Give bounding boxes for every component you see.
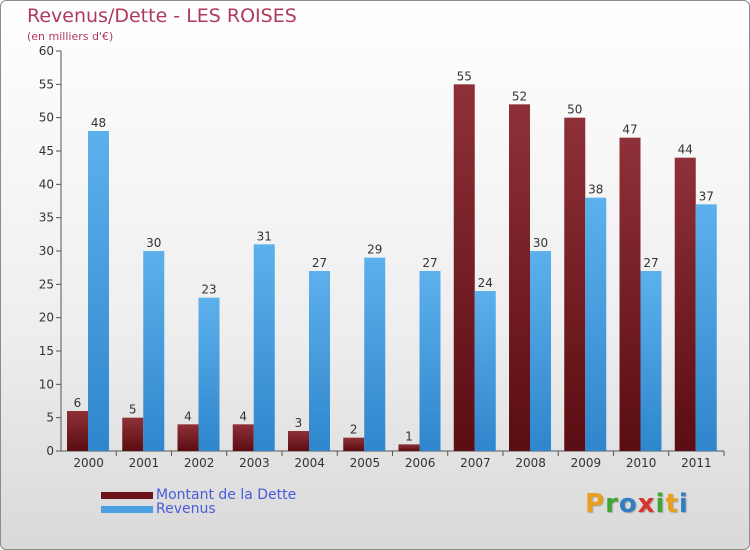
legend-swatch-revenus [101,505,153,513]
logo-letter: i [678,489,689,519]
bar-dette [619,137,641,451]
chart-data-labels: 6 48 5 30 4 23 4 31 3 27 2 29 1 27 55 24 52 30 50 38 47 27 44 3… [74,69,714,443]
x-tick-label: 2005 [350,456,381,470]
x-tick-label: 2008 [515,456,546,470]
legend-item-revenus: Revenus [101,501,216,517]
y-tick-label: 30 [39,244,54,258]
bar-revenus [309,271,330,451]
data-label: 38 [588,183,603,197]
bar-revenus [474,291,496,451]
logo-letter: i [655,489,666,519]
data-label: 2 [350,423,358,437]
y-tick-label: 20 [39,311,54,325]
bar-revenus [640,271,662,451]
data-label: 24 [478,276,493,290]
y-tick-label: 50 [39,111,54,125]
y-tick-label: 45 [39,144,54,158]
x-tick-label: 2001 [129,456,160,470]
bar-revenus [695,204,717,451]
data-label: 4 [184,409,192,423]
logo-letter: P [585,489,606,519]
proxiti-logo: Proxiti [585,489,689,519]
x-tick-label: 2004 [294,456,325,470]
bar-dette [177,424,199,451]
data-label: 3 [295,416,303,430]
bar-revenus [143,251,165,451]
data-label: 31 [257,229,272,243]
y-tick-label: 35 [39,211,54,225]
logo-letter: x [637,489,656,519]
data-label: 4 [239,409,247,423]
data-label: 47 [622,123,637,137]
chart-title: Revenus/Dette - LES ROISES [27,5,297,27]
y-tick-label: 0 [46,444,54,458]
bar-dette [564,117,586,452]
y-tick-label: 60 [39,44,54,58]
logo-letter: t [665,489,679,519]
data-label: 27 [312,256,327,270]
data-label: 37 [699,189,714,203]
bar-revenus [364,257,386,451]
data-label: 48 [91,116,106,130]
bar-dette [343,437,365,451]
bar-revenus [88,131,109,451]
y-tick-label: 5 [46,411,54,425]
bar-dette [453,84,475,451]
x-tick-label: 2010 [626,456,657,470]
bar-dette [232,424,254,451]
data-label: 27 [643,256,658,270]
data-label: 30 [146,236,161,250]
data-label: 52 [512,89,527,103]
x-tick-label: 2002 [184,456,215,470]
y-tick-label: 55 [39,77,54,91]
x-tick-label: 2000 [73,456,104,470]
x-tick-label: 2011 [681,456,712,470]
y-tick-label: 15 [39,344,54,358]
data-label: 55 [457,69,472,83]
bar-dette [67,411,88,451]
bar-dette [509,104,530,451]
chart-bars [67,84,717,452]
legend-label-dette: Montant de la Dette [156,487,297,503]
logo-letter: o [618,489,638,519]
data-label: 23 [201,283,216,297]
x-tick-label: 2009 [571,456,602,470]
data-label: 29 [367,243,382,257]
bar-revenus [419,271,441,451]
logo-letter: r [605,489,619,519]
data-label: 27 [422,256,437,270]
data-label: 44 [678,143,693,157]
data-label: 1 [405,429,413,443]
bar-revenus [530,251,551,451]
chart-subtitle: (en milliers d'€) [27,30,114,43]
bar-revenus [253,244,275,451]
y-tick-label: 10 [39,377,54,391]
y-tick-label: 40 [39,177,54,191]
data-label: 6 [74,396,82,410]
x-tick-label: 2007 [460,456,491,470]
data-label: 5 [129,403,137,417]
bar-revenus [198,297,220,451]
x-tick-label: 2006 [405,456,436,470]
data-label: 50 [567,103,582,117]
legend-item-dette: Montant de la Dette [101,487,296,503]
legend-label-revenus: Revenus [156,501,216,517]
x-tick-label: 2003 [239,456,270,470]
bar-dette [674,157,696,451]
bar-dette [122,417,144,451]
y-tick-label: 25 [39,277,54,291]
bar-revenus [585,197,607,451]
data-label: 30 [533,236,548,250]
bar-dette [398,444,420,451]
legend-swatch-dette [101,491,153,499]
bar-dette [288,431,309,451]
